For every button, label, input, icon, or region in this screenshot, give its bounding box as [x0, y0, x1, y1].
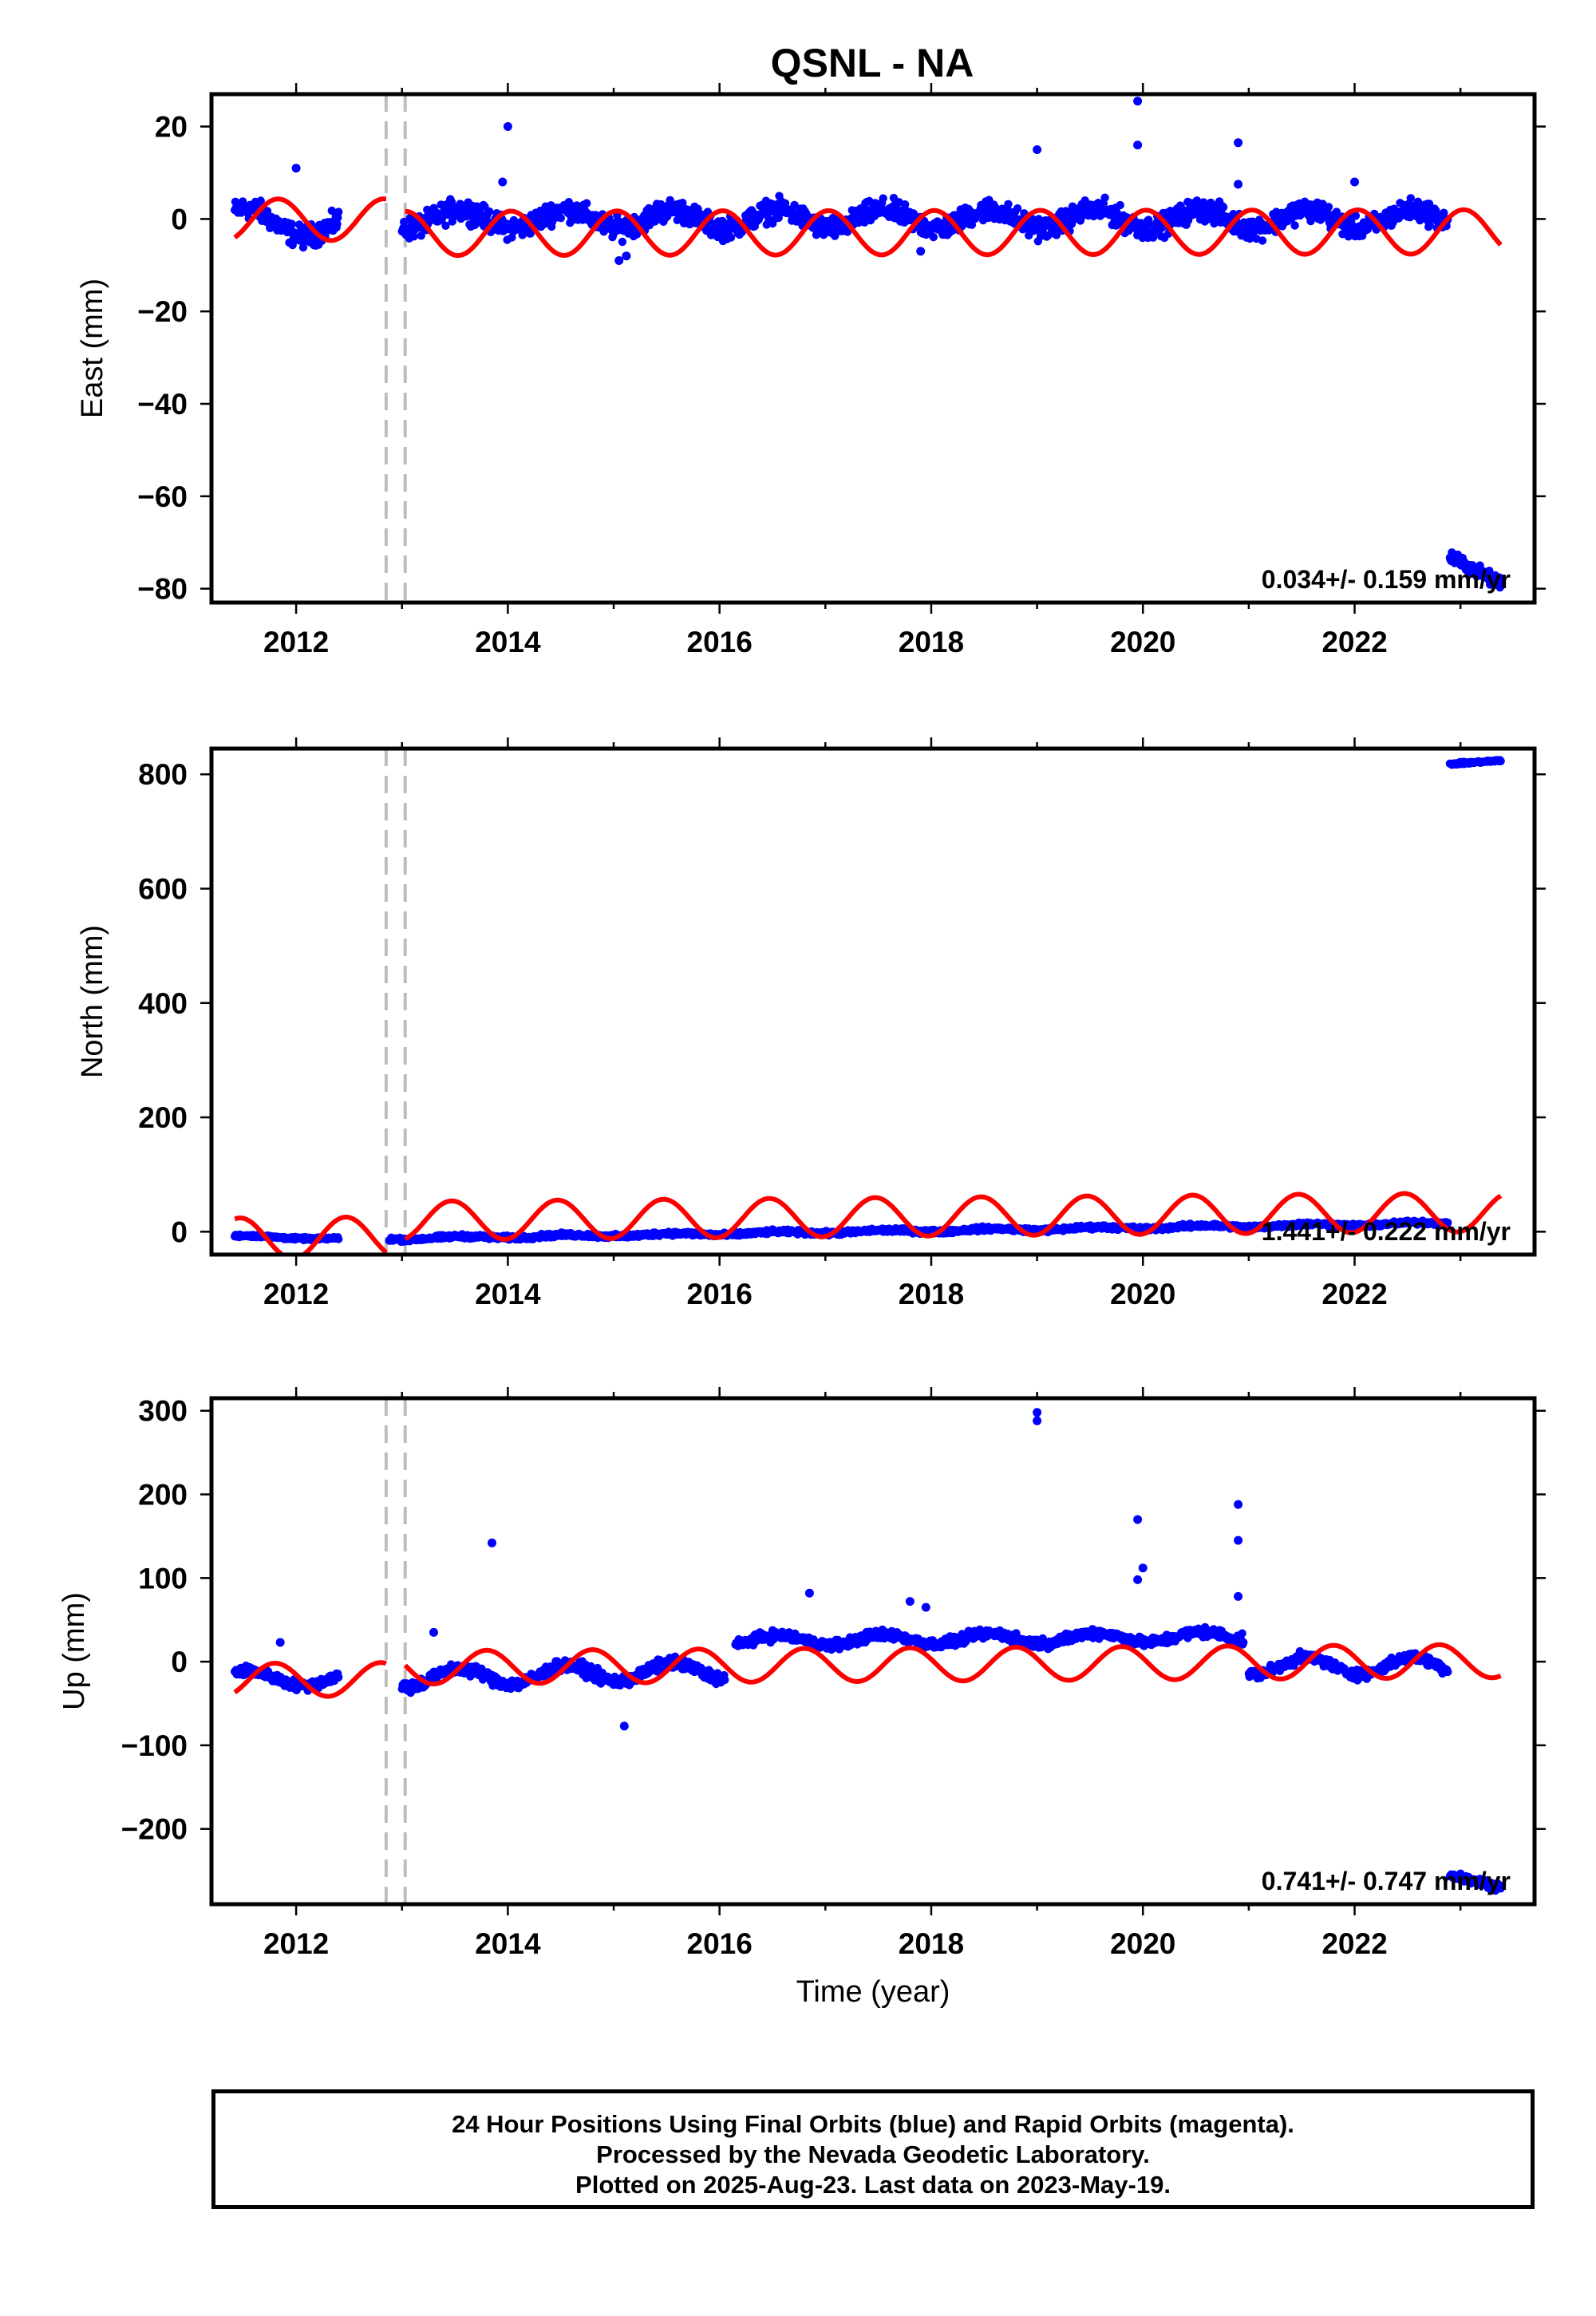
data-point	[1100, 193, 1109, 202]
data-point	[334, 207, 343, 216]
y-tick-label: 800	[138, 758, 188, 791]
data-point	[1013, 204, 1022, 213]
y-tick-label: −40	[137, 388, 188, 421]
panel-north: 2012 2014 2016 2018 2020 2022 800 600 400 200 0 Nor…	[76, 737, 1546, 1310]
data-point	[298, 243, 308, 252]
data-point	[1324, 203, 1333, 211]
model-fit-curve	[232, 1215, 389, 1255]
panel-frame	[209, 92, 1537, 605]
panel-up: 2012 2014 2016 2018 2020 20223002001000−100−2…	[57, 1387, 1546, 1960]
data-point	[1306, 216, 1315, 226]
data-point	[409, 232, 418, 241]
plot-area-north	[231, 749, 1505, 1255]
data-point	[1145, 219, 1154, 229]
data-point	[967, 220, 977, 229]
y-tick-label: 400	[138, 987, 188, 1020]
data-point	[485, 207, 494, 216]
outlier-point	[614, 256, 624, 265]
outlier-point	[1033, 145, 1042, 154]
y-tick-label: 600	[138, 873, 188, 906]
y-tick-label: −20	[137, 295, 188, 328]
x-tick-label: 2016	[687, 626, 753, 658]
x-tick-label: 2020	[1110, 1278, 1175, 1310]
data-point	[900, 200, 910, 209]
data-point	[1258, 236, 1267, 245]
x-tick-label: 2018	[899, 1278, 964, 1310]
data-point	[400, 217, 409, 227]
data-point	[1116, 200, 1124, 210]
data-point	[441, 221, 450, 230]
model-fit-curve	[405, 207, 1503, 259]
data-point	[334, 1235, 343, 1243]
data-point	[287, 219, 296, 228]
data-point	[448, 217, 456, 226]
plot-area-up	[231, 1398, 1505, 1904]
data-point	[618, 237, 627, 247]
data-point	[1290, 221, 1299, 230]
outlier-point	[503, 122, 512, 131]
data-point	[1351, 211, 1361, 220]
x-tick-label: 2022	[1321, 626, 1387, 658]
x-tick-label: 2012	[263, 1278, 329, 1310]
y-tick-label: −60	[137, 480, 188, 513]
data-point	[1496, 757, 1505, 765]
rate-annotation: 1.441+/- 0.222 mm/yr	[1262, 1217, 1511, 1246]
data-point	[1424, 200, 1434, 208]
data-point	[1219, 203, 1228, 211]
data-point	[334, 1673, 343, 1682]
x-tick-label: 2020	[1110, 626, 1175, 658]
model-fit-curve	[404, 1191, 1503, 1242]
outlier-point	[1234, 138, 1243, 148]
data-point	[879, 194, 887, 203]
data-point	[556, 214, 565, 223]
panel-frame	[209, 746, 1537, 1257]
data-point	[447, 197, 456, 207]
data-point	[333, 219, 342, 228]
x-tick-label: 2016	[687, 1278, 753, 1310]
outlier-point	[498, 177, 508, 187]
plot-area-east	[231, 94, 1505, 603]
x-tick-label: 2012	[263, 626, 329, 658]
data-point	[417, 231, 425, 240]
x-tick-label: 2014	[475, 1278, 541, 1310]
panel-east: 2012 2014 2016 2018 2020 2022 20 0 −20 −40 −60 −80 E…	[76, 83, 1546, 658]
y-axis-label: East (mm)	[76, 279, 109, 418]
data-point	[1425, 221, 1435, 230]
data-point	[583, 199, 591, 207]
y-tick-label: −80	[137, 573, 188, 606]
data-point	[1210, 219, 1219, 228]
y-axis-label: North (mm)	[76, 925, 109, 1078]
x-tick-label: 2014	[475, 626, 541, 658]
chart-title: QSNL - NA	[771, 41, 974, 85]
data-point	[1406, 194, 1416, 203]
data-point	[1332, 207, 1341, 216]
model-fit-curve	[232, 196, 389, 243]
data-point	[1004, 200, 1013, 208]
outlier-point	[916, 247, 926, 256]
data-point	[929, 232, 938, 242]
data-point	[721, 1675, 729, 1685]
outlier-point	[291, 164, 301, 173]
outlier-point	[1133, 140, 1143, 150]
data-point	[256, 196, 265, 205]
data-point	[726, 233, 736, 242]
data-point	[1246, 234, 1254, 243]
outlier-point	[622, 251, 631, 261]
x-tick-label: 2018	[899, 626, 964, 658]
outlier-point	[1350, 177, 1359, 187]
y-tick-label: 200	[138, 1101, 188, 1134]
y-tick-label: 0	[171, 203, 188, 235]
y-tick-label: 20	[155, 111, 188, 144]
data-point	[1496, 578, 1505, 587]
outlier-point	[1234, 180, 1243, 189]
rate-annotation: 0.034+/- 0.159 mm/yr	[1262, 565, 1511, 594]
y-tick-label: 0	[171, 1215, 188, 1248]
outlier-point	[1133, 97, 1143, 106]
data-point	[790, 200, 799, 210]
x-tick-label: 2022	[1321, 1278, 1387, 1310]
data-point	[327, 206, 336, 215]
